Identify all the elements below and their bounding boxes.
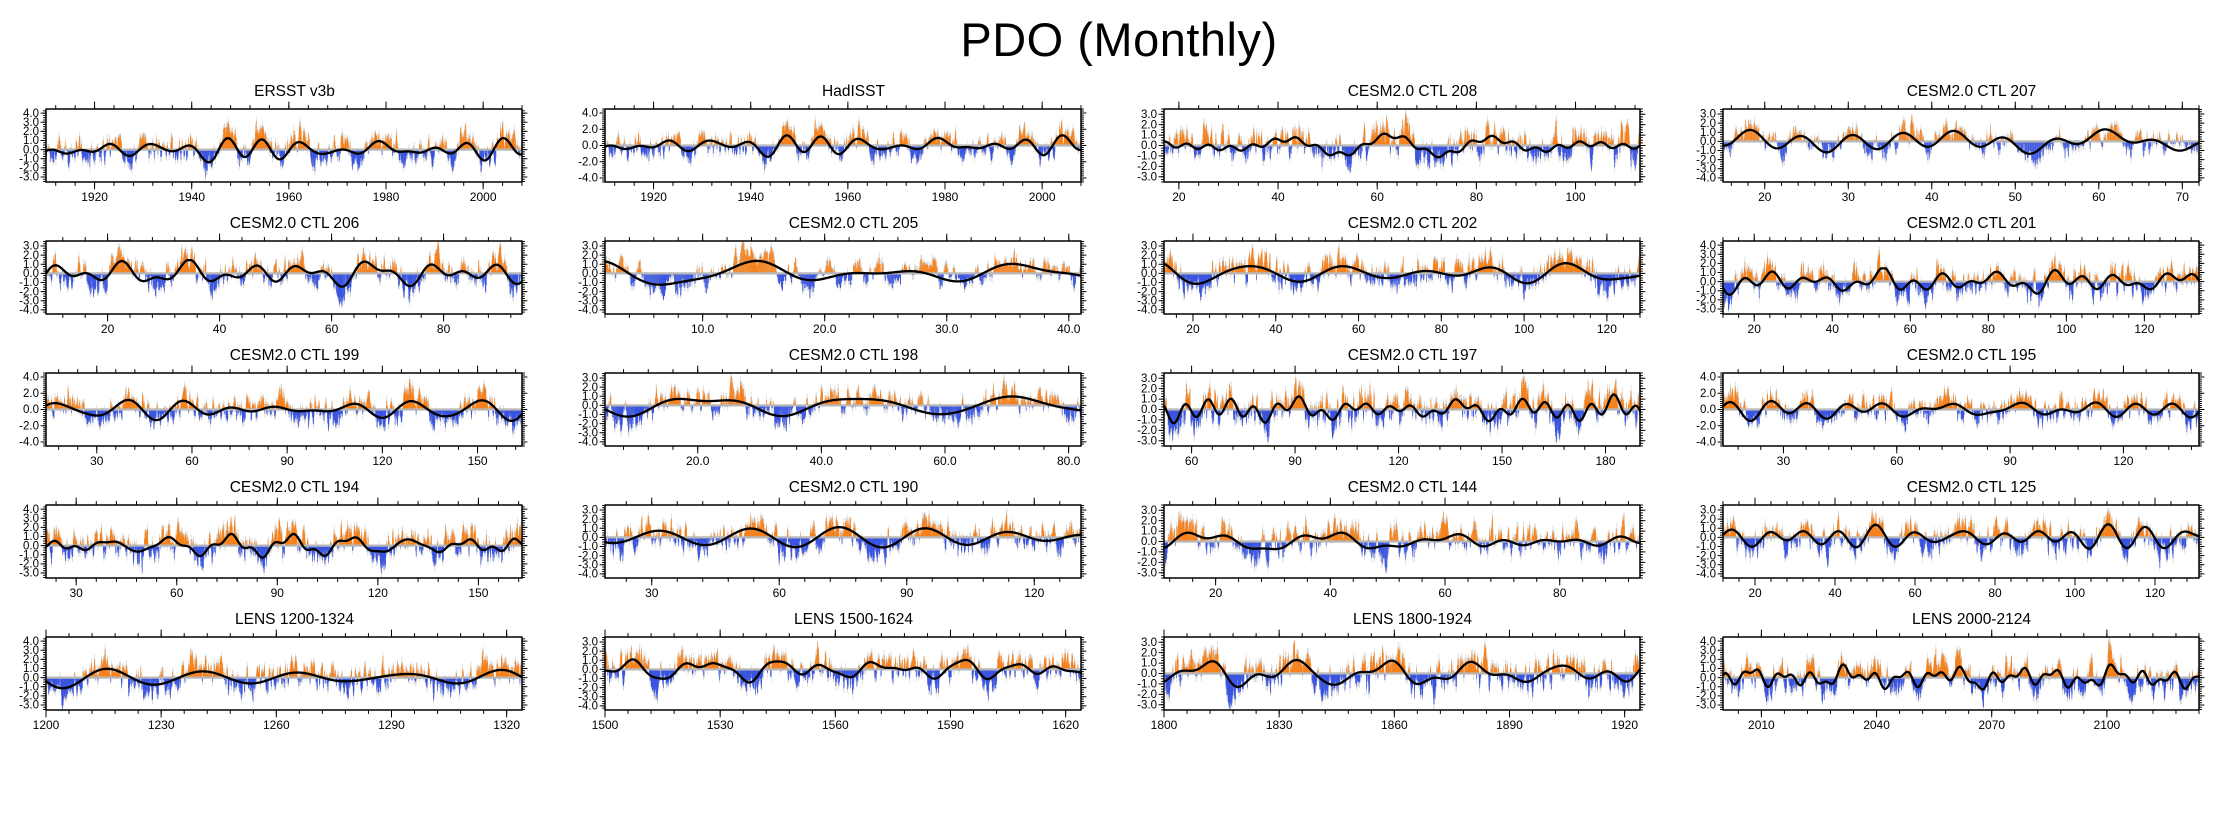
chart-panel: CESM2.0 CTL 190 (560, 479, 1119, 611)
panel-plot-canvas (1678, 233, 2234, 339)
panel-title: LENS 1200-1324 (235, 611, 354, 628)
chart-panel: CESM2.0 CTL 125 (1678, 479, 2237, 611)
panel-plot-canvas (560, 233, 1116, 339)
chart-panel: CESM2.0 CTL 194 (1, 479, 560, 611)
chart-panel: CESM2.0 CTL 144 (1119, 479, 1678, 611)
panel-plot-canvas (1119, 365, 1675, 471)
chart-panel: LENS 1500-1624 (560, 611, 1119, 743)
panel-title: ERSST v3b (254, 83, 335, 100)
panel-title: CESM2.0 CTL 195 (1906, 347, 2037, 364)
panel-title: CESM2.0 CTL 207 (1906, 83, 2037, 100)
panel-title: CESM2.0 CTL 125 (1906, 479, 2037, 496)
chart-panel: LENS 1800-1924 (1119, 611, 1678, 743)
panel-plot-canvas (1678, 629, 2234, 735)
panel-plot-canvas (1, 629, 557, 735)
panel-title: CESM2.0 CTL 144 (1347, 479, 1478, 496)
panel-title: LENS 1800-1924 (1353, 611, 1472, 628)
chart-panel: CESM2.0 CTL 197 (1119, 347, 1678, 479)
panel-plot-canvas (560, 497, 1116, 603)
pdo-monthly-figure: PDO (Monthly) ERSST v3b HadISST CESM2.0 … (0, 12, 2238, 743)
panel-plot-canvas (1, 497, 557, 603)
chart-panel: CESM2.0 CTL 199 (1, 347, 560, 479)
panel-plot-canvas (1, 101, 557, 207)
panel-plot-canvas (1119, 497, 1675, 603)
panel-plot-canvas (1, 365, 557, 471)
panel-plot-canvas (560, 365, 1116, 471)
chart-panel: CESM2.0 CTL 208 (1119, 83, 1678, 215)
chart-panel: HadISST (560, 83, 1119, 215)
panel-plot-canvas (1678, 365, 2234, 471)
panel-title: CESM2.0 CTL 201 (1906, 215, 2037, 232)
panel-title: HadISST (822, 83, 885, 100)
panels-grid: ERSST v3b HadISST CESM2.0 CTL 208 CESM2.… (0, 83, 2238, 743)
chart-panel: CESM2.0 CTL 207 (1678, 83, 2237, 215)
panel-title: CESM2.0 CTL 205 (788, 215, 919, 232)
chart-panel: CESM2.0 CTL 201 (1678, 215, 2237, 347)
chart-panel: ERSST v3b (1, 83, 560, 215)
panel-plot-canvas (1, 233, 557, 339)
panel-title: LENS 1500-1624 (794, 611, 913, 628)
chart-panel: LENS 2000-2124 (1678, 611, 2237, 743)
panel-title: CESM2.0 CTL 190 (788, 479, 919, 496)
chart-panel: CESM2.0 CTL 202 (1119, 215, 1678, 347)
panel-title: LENS 2000-2124 (1912, 611, 2031, 628)
panel-title: CESM2.0 CTL 198 (788, 347, 919, 364)
panel-title: CESM2.0 CTL 206 (229, 215, 360, 232)
panel-plot-canvas (1678, 497, 2234, 603)
panel-plot-canvas (560, 629, 1116, 735)
chart-panel: CESM2.0 CTL 195 (1678, 347, 2237, 479)
panel-title: CESM2.0 CTL 202 (1347, 215, 1478, 232)
panel-plot-canvas (1119, 629, 1675, 735)
panel-plot-canvas (1678, 101, 2234, 207)
panel-title: CESM2.0 CTL 197 (1347, 347, 1478, 364)
chart-panel: CESM2.0 CTL 198 (560, 347, 1119, 479)
panel-title: CESM2.0 CTL 194 (229, 479, 360, 496)
panel-title: CESM2.0 CTL 208 (1347, 83, 1478, 100)
panel-plot-canvas (1119, 101, 1675, 207)
chart-panel: CESM2.0 CTL 205 (560, 215, 1119, 347)
panel-plot-canvas (1119, 233, 1675, 339)
panel-title: CESM2.0 CTL 199 (229, 347, 360, 364)
chart-panel: LENS 1200-1324 (1, 611, 560, 743)
chart-panel: CESM2.0 CTL 206 (1, 215, 560, 347)
panel-plot-canvas (560, 101, 1116, 207)
figure-title: PDO (Monthly) (960, 13, 1278, 66)
